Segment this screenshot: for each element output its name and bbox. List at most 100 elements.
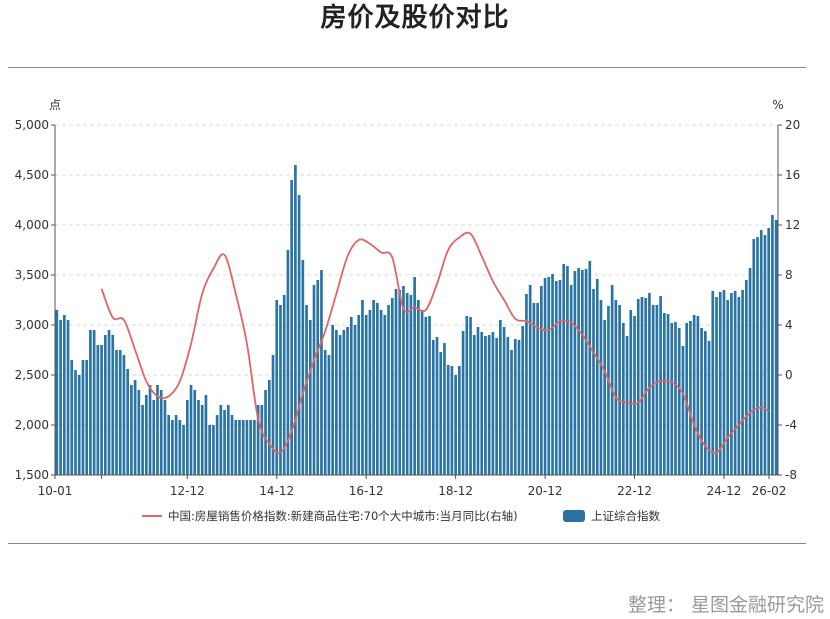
- bar: [487, 335, 491, 475]
- bar: [316, 280, 320, 475]
- bar: [62, 315, 66, 475]
- bar: [521, 326, 525, 475]
- bar: [174, 415, 178, 475]
- right-axis-unit: %: [772, 98, 783, 112]
- attribution-note: 整理： 星图金融研究院: [627, 594, 824, 616]
- bar: [607, 306, 610, 475]
- bar: [428, 316, 431, 475]
- bar: [308, 320, 312, 475]
- bottom-divider: [8, 543, 806, 544]
- bar: [581, 270, 584, 475]
- bar: [219, 405, 223, 475]
- bar: [264, 390, 267, 475]
- bar: [640, 297, 644, 475]
- line-series: [100, 231, 770, 454]
- bar: [327, 355, 331, 475]
- bar: [305, 305, 308, 475]
- bar: [603, 320, 607, 475]
- bar: [502, 327, 506, 475]
- bar: [759, 230, 763, 475]
- bar: [674, 322, 677, 475]
- bar: [141, 405, 144, 475]
- bar: [730, 293, 733, 475]
- bar: [368, 310, 372, 475]
- bar: [96, 345, 100, 475]
- bar: [204, 395, 208, 475]
- bar: [677, 328, 681, 475]
- bar: [666, 314, 670, 475]
- bar: [390, 298, 394, 475]
- bar: [394, 289, 398, 475]
- bar: [484, 336, 487, 475]
- bar: [81, 360, 85, 475]
- bar: [130, 385, 133, 475]
- bar: [562, 264, 566, 475]
- bar: [685, 323, 689, 475]
- bar: [495, 338, 498, 475]
- bar: [245, 420, 249, 475]
- bar: [212, 425, 215, 475]
- bar: [491, 332, 495, 475]
- bar: [528, 285, 532, 475]
- bar: [547, 277, 551, 475]
- bar: [510, 350, 513, 475]
- bar: [707, 341, 711, 475]
- bar: [312, 285, 316, 475]
- bar: [163, 400, 167, 475]
- bar: [689, 321, 692, 475]
- bar: [383, 315, 387, 475]
- bar: [197, 400, 200, 475]
- bar: [275, 300, 279, 475]
- bar: [152, 400, 156, 475]
- bar: [726, 300, 730, 475]
- legend: 中国:房屋销售价格指数:新建商品住宅:70个大中城市:当月同比(右轴) 上证综合指…: [142, 509, 660, 523]
- bar: [618, 305, 621, 475]
- bar: [577, 268, 580, 475]
- bar: [584, 269, 588, 475]
- bar: [279, 305, 282, 475]
- bar: [301, 260, 305, 475]
- bar: [260, 405, 264, 475]
- bar: [103, 335, 107, 475]
- left-tick-label: 4,500: [15, 168, 49, 182]
- bar: [767, 228, 771, 475]
- bar: [700, 328, 703, 475]
- bar: [215, 415, 219, 475]
- bar: [629, 310, 633, 475]
- bar: [443, 343, 446, 475]
- bar: [622, 323, 625, 475]
- bar: [756, 237, 759, 475]
- bar: [595, 279, 599, 475]
- x-tick-label: 26-02: [752, 484, 787, 498]
- x-tick-label: 22-12: [617, 484, 652, 498]
- bar: [696, 316, 700, 475]
- left-tick-label: 3,500: [15, 268, 49, 282]
- bar: [226, 405, 230, 475]
- bar: [655, 305, 659, 475]
- bar: [115, 350, 118, 475]
- bar: [118, 350, 122, 475]
- bar: [469, 317, 472, 475]
- bar: [715, 297, 718, 475]
- bar: [540, 286, 543, 475]
- right-tick-label: -4: [785, 418, 797, 432]
- bar: [633, 316, 636, 475]
- bar: [55, 310, 59, 475]
- right-tick-label: 8: [785, 268, 793, 282]
- bar: [323, 350, 327, 475]
- right-tick-label: 16: [785, 168, 800, 182]
- bar: [398, 290, 402, 475]
- bar: [409, 295, 413, 475]
- bar: [454, 375, 457, 475]
- x-tick-label: 14-12: [259, 484, 294, 498]
- right-tick-label: -8: [785, 468, 797, 482]
- bar: [294, 165, 297, 475]
- bar: [513, 339, 517, 475]
- line-series-path: [100, 231, 770, 454]
- bar: [167, 415, 171, 475]
- left-axis-unit: 点: [49, 98, 61, 112]
- bar: [543, 278, 547, 475]
- axes: 1,500 2,000 2,500 3,000 3,500 4,000 4,500 5,000…: [15, 98, 801, 498]
- x-tick-label: 12-12: [170, 484, 205, 498]
- bar: [465, 316, 469, 475]
